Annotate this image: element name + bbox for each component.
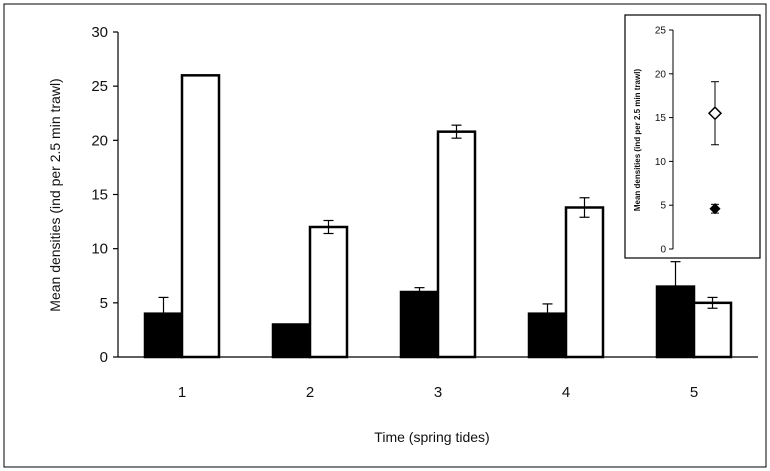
inset-y-tick-label: 5 [660,201,666,212]
main-bar [692,301,733,359]
main-y-tick-label: 10 [91,241,108,258]
inset-point [709,203,721,215]
inset-frame [624,14,761,259]
main-bar [436,130,477,359]
main-x-axis-title: Time (spring tides) [374,429,489,445]
inset-y-tick-label: 15 [655,113,667,124]
main-y-tick-label: 25 [91,78,108,95]
main-bar-chart: 0 5 10 15 20 25 30 1 2 3 4 5 Mean densities (ind p… [47,24,758,445]
main-bars [143,74,733,359]
inset-y-tick-label: 0 [660,245,666,256]
main-bar [180,74,221,359]
inset-scatter-chart: 0 5 10 15 20 25 Mean densities (ind per 2.5 m… [624,14,761,259]
main-x-tick-label: 2 [306,384,314,401]
inset-y-axis: 0 5 10 15 20 25 [655,26,673,256]
main-x-tick-label: 5 [690,384,698,401]
main-y-tick-label: 5 [100,295,108,312]
main-x-tick-label: 1 [178,384,186,401]
main-x-axis: 1 2 3 4 5 [178,384,698,401]
main-bar [399,290,440,359]
main-bar [308,225,349,359]
main-bar [271,323,312,359]
main-y-tick-label: 20 [91,132,108,149]
inset-points [707,81,723,215]
inset-point [707,106,723,121]
main-y-tick-label: 15 [91,187,108,204]
main-y-tick-label: 0 [100,349,108,366]
main-x-tick-label: 3 [434,384,442,401]
main-bar [564,206,605,359]
inset-y-tick-label: 10 [655,157,667,168]
inset-y-tick-label: 25 [655,26,667,37]
inset-y-tick-label: 20 [655,69,667,80]
main-x-tick-label: 4 [562,384,570,401]
inset-y-axis-title: Mean densities (ind per 2.5 min trawl) [633,69,642,212]
main-y-axis-title: Mean densities (ind per 2.5 min trawl) [47,78,63,311]
main-y-axis: 0 5 10 15 20 25 30 [91,24,118,366]
main-y-tick-label: 30 [91,24,108,41]
